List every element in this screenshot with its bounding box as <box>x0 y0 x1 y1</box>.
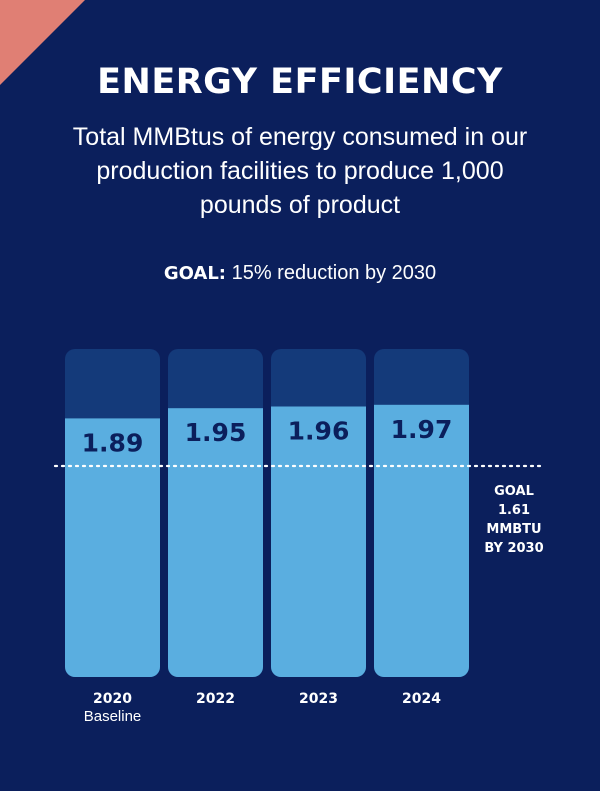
chart-title: ENERGY EFFICIENCY <box>97 62 503 102</box>
goal-annotation: GOAL 1.61 MMBTU BY 2030 <box>470 482 558 558</box>
goal-annotation-line-4: BY 2030 <box>484 541 544 556</box>
chart-subtitle: Total MMBtus of energy consumed in our p… <box>72 123 528 219</box>
goal-label: GOAL: <box>163 263 227 284</box>
x-tick-label: 2024 <box>402 691 441 707</box>
x-tick-label: 2023 <box>299 691 338 707</box>
x-tick-label: 2020 <box>93 691 132 707</box>
bar-2023 <box>271 406 366 677</box>
bar-value-label: 1.95 <box>185 418 247 447</box>
goal-annotation-line-3: MMBTU <box>486 522 542 537</box>
bar-2020 <box>65 418 160 677</box>
goal-statement: GOAL: 15% reduction by 2030 <box>0 262 600 285</box>
bar-value-label: 1.97 <box>391 415 453 444</box>
x-tick-label: 2022 <box>196 691 235 707</box>
bar-2024 <box>374 404 469 677</box>
x-tick-sublabel: Baseline <box>84 708 142 725</box>
corner-accent-shape <box>0 0 85 85</box>
bar-value-label: 1.89 <box>82 428 144 457</box>
bar-2022 <box>168 408 263 677</box>
goal-annotation-line-1: GOAL <box>494 484 534 499</box>
goal-annotation-line-2: 1.61 <box>497 503 531 518</box>
bar-value-label: 1.96 <box>288 417 350 446</box>
goal-text: 15% reduction by 2030 <box>231 262 437 284</box>
